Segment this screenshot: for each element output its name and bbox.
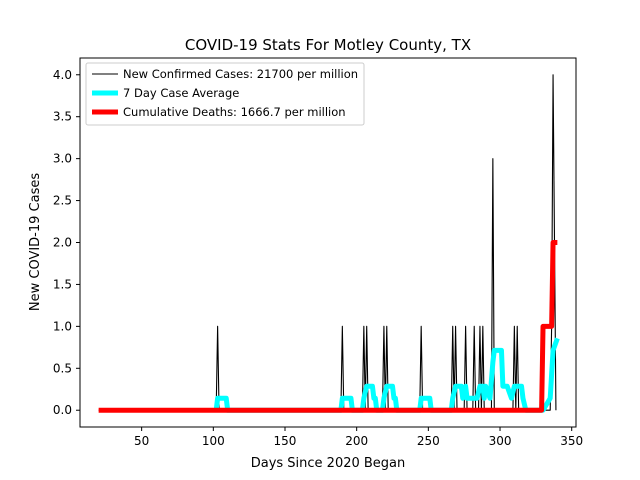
y-tick-label: 2.5 xyxy=(53,194,72,208)
chart-title: COVID-19 Stats For Motley County, TX xyxy=(185,36,471,54)
x-tick-label: 350 xyxy=(560,434,583,448)
legend: New Confirmed Cases: 21700 per million 7… xyxy=(85,62,365,126)
legend-label-cumulative-deaths: Cumulative Deaths: 1666.7 per million xyxy=(123,105,346,119)
x-tick-label: 250 xyxy=(417,434,440,448)
x-axis: 50 100 150 200 250 300 350 xyxy=(134,427,583,448)
plot-series xyxy=(98,74,560,413)
x-axis-label: Days Since 2020 Began xyxy=(251,456,406,471)
y-tick-label: 3.0 xyxy=(53,152,72,166)
x-tick-label: 100 xyxy=(202,434,225,448)
legend-label-new-cases: New Confirmed Cases: 21700 per million xyxy=(123,67,358,81)
x-tick-label: 150 xyxy=(274,434,297,448)
x-tick-label: 50 xyxy=(134,434,149,448)
y-tick-label: 1.5 xyxy=(53,277,72,291)
y-tick-label: 1.0 xyxy=(53,319,72,333)
y-tick-label: 0.0 xyxy=(53,403,72,417)
legend-label-7day-average: 7 Day Case Average xyxy=(123,86,239,100)
series-line-2 xyxy=(98,240,558,413)
y-tick-label: 4.0 xyxy=(53,68,72,82)
y-tick-label: 3.5 xyxy=(53,110,72,124)
y-tick-label: 0.5 xyxy=(53,361,72,375)
x-tick-label: 200 xyxy=(345,434,368,448)
y-axis: 0.0 0.5 1.0 1.5 2.0 2.5 3.0 3.5 4.0 xyxy=(53,68,80,417)
legend-box xyxy=(85,62,365,126)
y-axis-label: New COVID-19 Cases xyxy=(28,173,43,311)
x-tick-label: 300 xyxy=(489,434,512,448)
series-line-1 xyxy=(213,337,560,413)
y-tick-label: 2.0 xyxy=(53,236,72,250)
